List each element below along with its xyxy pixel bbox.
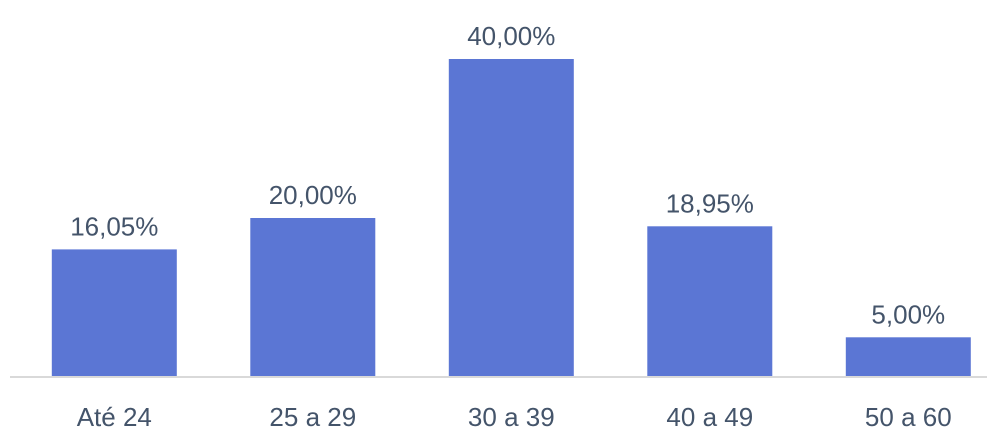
- bar-3: [647, 226, 773, 377]
- category-label-1: 25 a 29: [269, 402, 356, 432]
- category-label-3: 40 a 49: [666, 402, 753, 432]
- bar-4: [845, 337, 971, 378]
- bar-2: [448, 59, 574, 377]
- category-label-0: Até 24: [77, 402, 152, 432]
- data-label-2: 40,00%: [467, 21, 555, 51]
- category-label-2: 30 a 39: [468, 402, 555, 432]
- data-label-0: 16,05%: [70, 211, 158, 241]
- data-label-3: 18,95%: [666, 188, 754, 218]
- data-label-1: 20,00%: [269, 180, 357, 210]
- bars-layer: [51, 59, 971, 378]
- bar-1: [250, 218, 376, 377]
- category-labels-layer: Até 24 25 a 29 30 a 39 40 a 49 50 a 60: [77, 402, 952, 432]
- data-label-4: 5,00%: [871, 299, 945, 329]
- data-labels-layer: 16,05% 20,00% 40,00% 18,95% 5,00%: [70, 21, 945, 329]
- category-label-4: 50 a 60: [865, 402, 952, 432]
- bar-0: [51, 249, 177, 377]
